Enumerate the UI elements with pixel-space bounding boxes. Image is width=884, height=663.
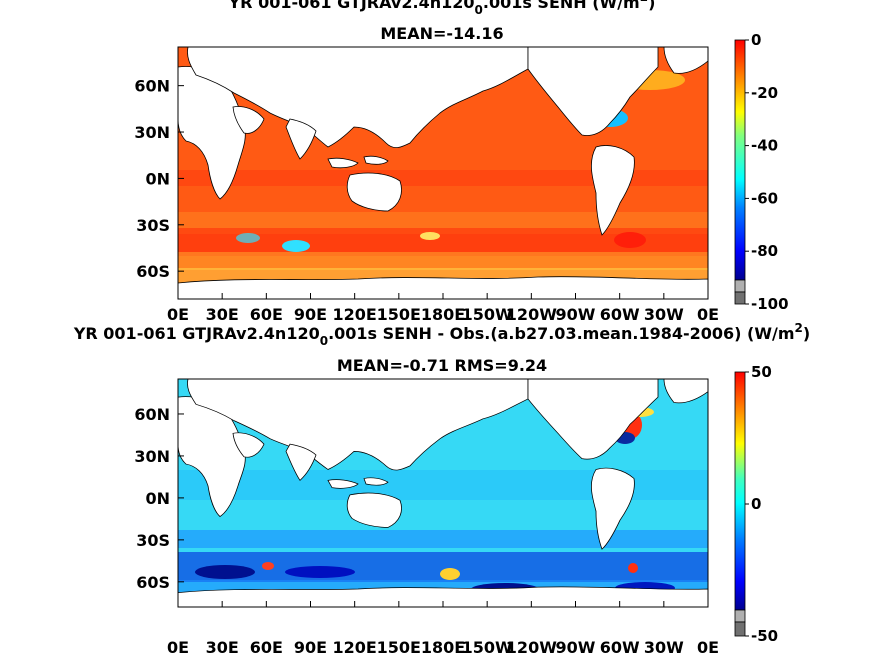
top-x-tick-label: 120E — [333, 305, 377, 324]
bottom-y-axis: 60N 30N 0N 30S 60S — [134, 405, 184, 592]
top-x-tick-label: 30W — [644, 305, 684, 324]
bottom-title-main: YR 001-061 GTJRAv2.4n120 — [73, 324, 320, 343]
top-colorbar-tick-label: -40 — [751, 137, 778, 155]
bottom-y-tick-label: 30N — [134, 447, 170, 466]
top-colorbar-tick-label: -100 — [751, 295, 789, 313]
top-x-tick-label: 60E — [250, 305, 283, 324]
bottom-title-sup: 2 — [795, 321, 803, 335]
bottom-title-suffix: .001s SENH - Obs.(a.b27.03.mean.1984-200… — [328, 324, 794, 343]
top-x-tick-label: 0E — [167, 305, 189, 324]
top-x-tick-label: 180E — [421, 305, 465, 324]
top-title-sub: 0 — [475, 3, 483, 17]
bottom-x-tick-label: 60E — [250, 638, 283, 657]
bottom-colorbar-tick-label: -50 — [751, 627, 778, 645]
bottom-x-tick-label: 120W — [506, 638, 557, 657]
bottom-colorbar-gradient — [734, 371, 746, 611]
top-x-tick-label: 150E — [377, 305, 421, 324]
top-x-tick-label: 90W — [556, 305, 596, 324]
bottom-y-tick-label: 30S — [136, 531, 170, 550]
top-subtitle: MEAN=-14.16 — [380, 24, 503, 43]
top-colorbar-extra-swatch — [734, 279, 746, 293]
bottom-x-tick-label: 150E — [377, 638, 421, 657]
top-y-tick-label: 30N — [134, 123, 170, 142]
bottom-colorbar-tick-label: 50 — [751, 363, 772, 381]
top-colorbar-tick-label: 0 — [751, 31, 761, 49]
top-colorbar-tick-label: -60 — [751, 189, 778, 207]
top-y-tick-label: 60S — [136, 262, 170, 281]
top-x-tick-label: 120W — [506, 305, 557, 324]
top-x-tick-label: 0E — [697, 305, 719, 324]
bottom-x-tick-label: 30W — [644, 638, 684, 657]
top-y-tick-label: 60N — [134, 77, 170, 96]
bottom-title-sub: 0 — [320, 334, 328, 348]
bottom-colorbar-below-swatch — [734, 621, 746, 637]
bottom-y-tick-label: 60S — [136, 573, 170, 592]
bottom-subtitle: MEAN=-0.71 RMS=9.24 — [337, 356, 547, 375]
top-y-tick-label: 30S — [136, 216, 170, 235]
top-x-tick-label: 150W — [462, 305, 513, 324]
top-colorbar-below-swatch — [734, 291, 746, 305]
bottom-x-tick-label: 180E — [421, 638, 465, 657]
bottom-colorbar-ticks: 50 0 -50 — [745, 363, 778, 645]
top-title: YR 001-061 GTJRAv2.4n1200.001s SENH (W/m… — [228, 0, 656, 17]
top-x-tick-label: 90E — [294, 305, 327, 324]
top-colorbar-above-swatch — [734, 39, 746, 281]
bottom-colorbar-extra-swatch — [734, 609, 746, 623]
bottom-x-tick-label: 90E — [294, 638, 327, 657]
top-title-sup: 2 — [640, 0, 648, 4]
top-map — [178, 47, 708, 299]
bottom-y-tick-label: 60N — [134, 405, 170, 424]
bottom-title-close: ) — [803, 324, 810, 343]
bottom-title: YR 001-061 GTJRAv2.4n1200.001s SENH - Ob… — [73, 321, 810, 348]
bottom-map — [178, 379, 708, 607]
bottom-colorbar-tick-label: 0 — [751, 495, 761, 513]
bottom-x-tick-label: 0E — [167, 638, 189, 657]
bottom-x-tick-label: 60W — [600, 638, 640, 657]
bottom-x-tick-label: 120E — [333, 638, 377, 657]
bottom-panel: YR 001-061 GTJRAv2.4n1200.001s SENH - Ob… — [73, 321, 810, 657]
top-colorbar-tick-label: -20 — [751, 84, 778, 102]
top-x-tick-label: 30E — [206, 305, 239, 324]
top-title-main: YR 001-061 GTJRAv2.4n120 — [228, 0, 475, 12]
bottom-x-tick-label: 150W — [462, 638, 513, 657]
top-title-close: ) — [648, 0, 655, 12]
top-title-suffix: .001s SENH (W/m — [483, 0, 640, 12]
top-y-tick-label: 0N — [145, 169, 170, 188]
bottom-colorbar: 50 0 -50 — [734, 363, 778, 645]
bottom-x-tick-label: 0E — [697, 638, 719, 657]
top-colorbar-tick-label: -80 — [751, 242, 778, 260]
top-panel: YR 001-061 GTJRAv2.4n1200.001s SENH (W/m… — [134, 0, 788, 324]
top-y-axis: 60N 30N 0N 30S 60S — [134, 77, 184, 281]
bottom-y-tick-label: 0N — [145, 489, 170, 508]
top-x-tick-label: 60W — [600, 305, 640, 324]
bottom-x-tick-label: 30E — [206, 638, 239, 657]
top-colorbar-ticks: 0 -20 -40 -60 -80 -100 — [745, 31, 789, 313]
bottom-x-tick-label: 90W — [556, 638, 596, 657]
top-colorbar: 0 -20 -40 -60 -80 -100 — [734, 31, 789, 313]
